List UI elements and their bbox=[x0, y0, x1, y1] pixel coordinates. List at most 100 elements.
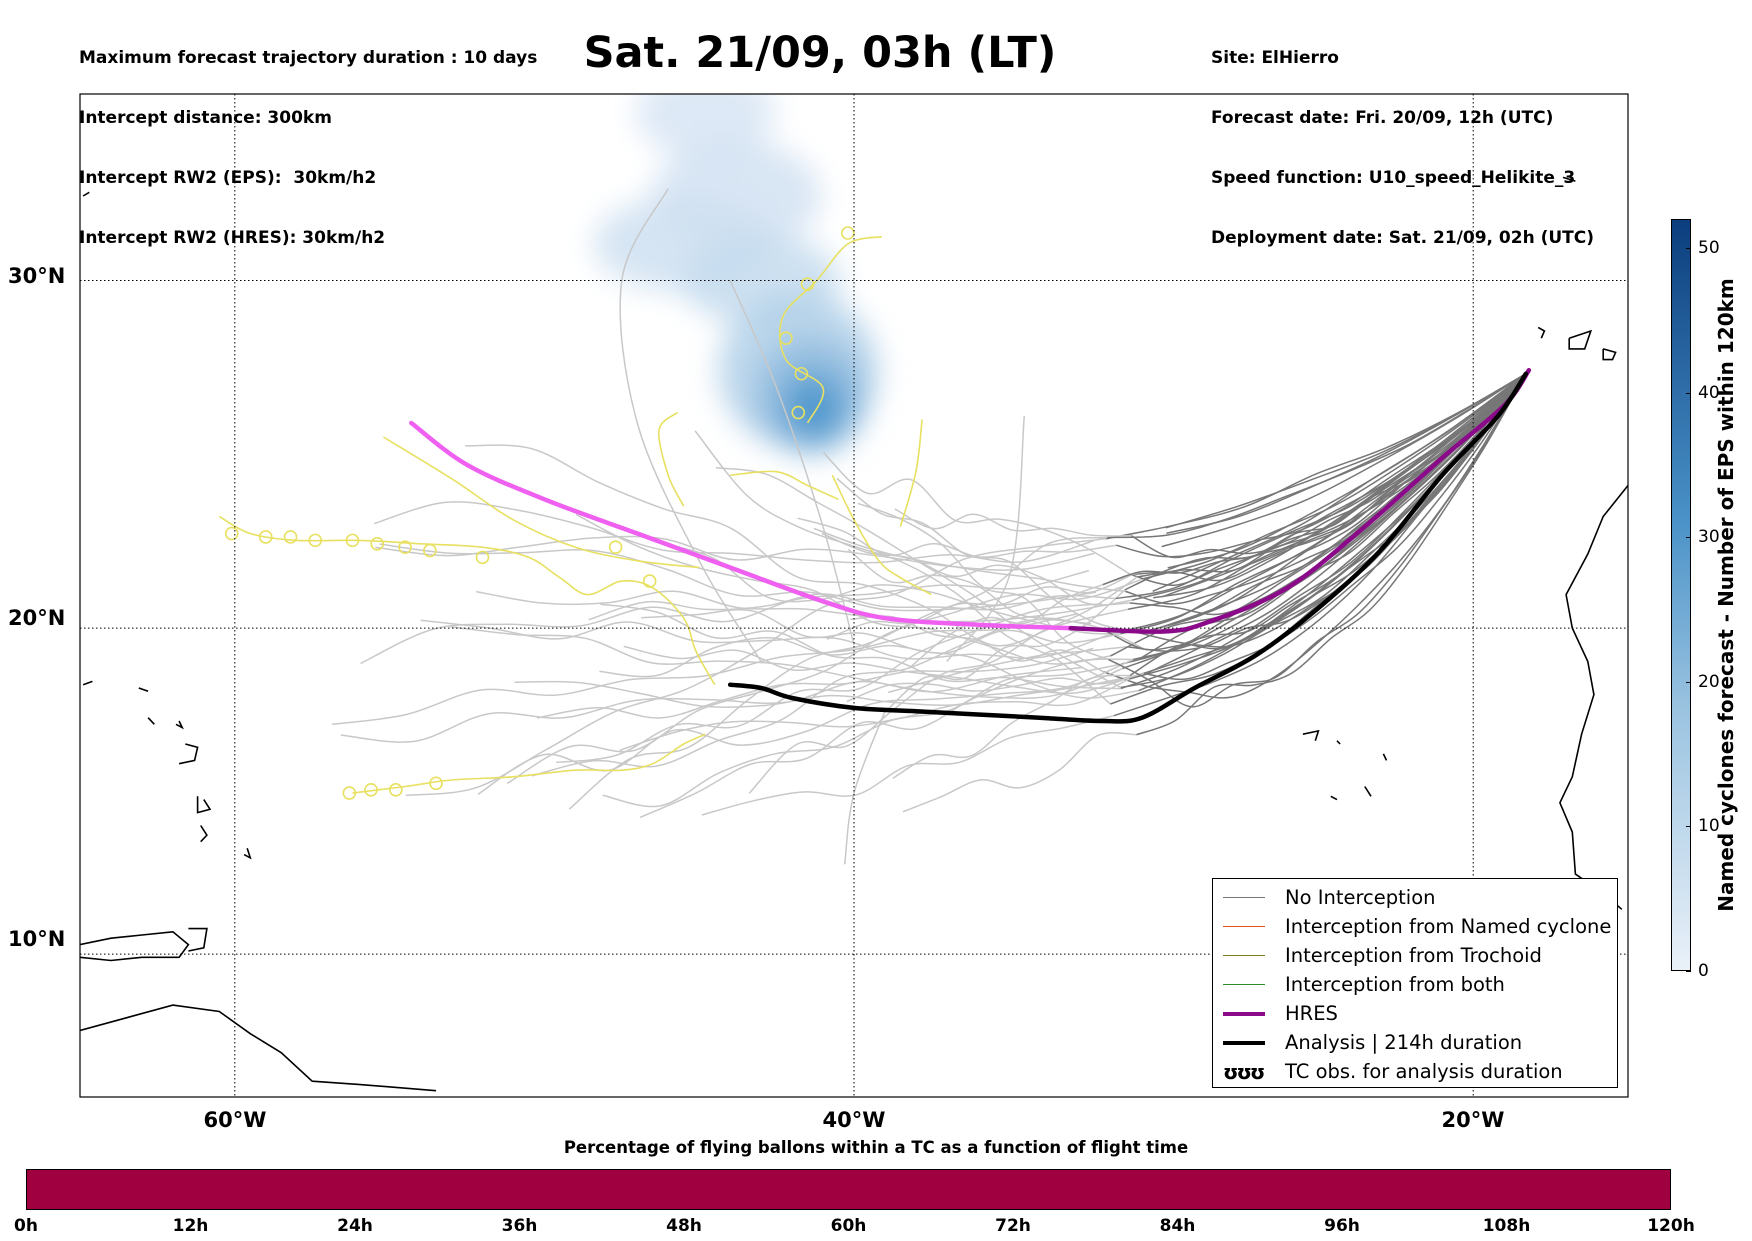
coastline bbox=[196, 796, 212, 814]
colorbar-tick-mark bbox=[1686, 392, 1691, 394]
page-title: Sat. 21/09, 03h (LT) bbox=[583, 28, 1057, 78]
eps-trajectory bbox=[536, 647, 1094, 719]
legend-item-no-interception: No Interception bbox=[1223, 883, 1617, 912]
eps-trajectory bbox=[748, 576, 1138, 794]
flight-time-bar bbox=[26, 1169, 1671, 1210]
header-right-line: Site: ElHierro bbox=[1211, 48, 1339, 68]
eps-trajectory bbox=[639, 658, 1139, 819]
eps-trajectory bbox=[821, 532, 1130, 606]
eps-trajectory bbox=[514, 672, 1147, 709]
eps-trajectory bbox=[813, 527, 1126, 593]
legend-item-named-cyclone: Interception from Named cyclone bbox=[1223, 912, 1617, 941]
eps-trajectory bbox=[450, 625, 1123, 699]
eps-trajectory bbox=[1129, 373, 1527, 677]
eps-trajectory bbox=[1143, 373, 1527, 681]
colorbar-tick-mark bbox=[1686, 681, 1691, 683]
eps-trajectory bbox=[619, 678, 1130, 752]
flight-time-tick-label: 120h bbox=[1647, 1216, 1695, 1236]
coastline bbox=[1644, 327, 1666, 349]
coastline bbox=[1568, 329, 1593, 350]
eps-trajectory bbox=[465, 444, 1129, 647]
colorbar-tick-label: 0 bbox=[1698, 961, 1709, 981]
eps-trajectory bbox=[1137, 373, 1527, 578]
coastline bbox=[1562, 176, 1576, 182]
tc-loop bbox=[794, 366, 809, 381]
lon-label-40w: 40°W bbox=[822, 1108, 886, 1132]
eps-trajectory bbox=[902, 731, 1137, 813]
tc-loop bbox=[398, 540, 412, 554]
flight-time-tick-label: 24h bbox=[337, 1216, 373, 1236]
lon-label-60w: 60°W bbox=[203, 1108, 267, 1132]
legend-item-both: Interception from both bbox=[1223, 970, 1617, 999]
tc-track bbox=[352, 733, 706, 794]
eps-trajectory bbox=[1161, 373, 1527, 548]
legend-label: Interception from Trochoid bbox=[1285, 944, 1542, 967]
header-right-info: Site: ElHierro Forecast date: Fri. 20/09… bbox=[1211, 8, 1594, 268]
map-legend: No Interception Interception from Named … bbox=[1212, 878, 1618, 1088]
eps-trajectory bbox=[1166, 373, 1527, 535]
eps-trajectory bbox=[892, 674, 1131, 779]
coastline bbox=[82, 680, 93, 686]
coastline bbox=[1302, 729, 1320, 742]
flight-time-tick-label: 36h bbox=[501, 1216, 538, 1236]
coastline bbox=[200, 825, 208, 843]
main-tracks bbox=[409, 367, 1532, 724]
coastline bbox=[1330, 795, 1338, 801]
eps-trajectory bbox=[1132, 373, 1527, 601]
legend-item-tc-obs: ʊʊʊ TC obs. for analysis duration bbox=[1223, 1057, 1617, 1086]
tc-track bbox=[899, 419, 923, 527]
eps-trajectory bbox=[575, 513, 1111, 665]
tc-loop bbox=[608, 540, 623, 554]
flight-time-bar-title: Percentage of flying ballons within a TC… bbox=[563, 1138, 1189, 1157]
legend-item-trochoid: Interception from Trochoid bbox=[1223, 941, 1617, 970]
coastline bbox=[178, 743, 199, 765]
coastlines bbox=[80, 176, 1666, 1092]
tc-loop bbox=[475, 550, 490, 565]
cyclone-density-layer bbox=[593, 94, 879, 455]
legend-line-swatch bbox=[1223, 955, 1265, 956]
eps-trajectory bbox=[822, 451, 1132, 576]
tc-loop bbox=[224, 526, 239, 541]
tc-loop bbox=[791, 405, 806, 420]
tc-track bbox=[831, 474, 932, 596]
eps-trajectory bbox=[797, 517, 1117, 558]
coastline bbox=[80, 1004, 437, 1092]
density-blob bbox=[793, 387, 834, 432]
eps-trajectory bbox=[836, 477, 1139, 634]
eps-trajectory bbox=[1143, 373, 1527, 580]
eps-trajectory bbox=[1129, 373, 1527, 616]
header-left-line: Maximum forecast trajectory duration : 1… bbox=[79, 48, 538, 68]
colorbar-tick-label: 10 bbox=[1698, 816, 1720, 837]
eps-trajectory bbox=[602, 663, 1123, 808]
analysis-track bbox=[727, 371, 1529, 724]
colorbar-tick-mark bbox=[1686, 247, 1691, 249]
coastline bbox=[1602, 348, 1617, 361]
header-right-line: Speed function: U10_speed_Helikite_3 bbox=[1211, 168, 1576, 188]
colorbar-tick-label: 30 bbox=[1698, 527, 1720, 548]
tc-track bbox=[778, 235, 883, 424]
legend-line-swatch bbox=[1223, 984, 1265, 985]
eps-trajectory bbox=[694, 430, 1111, 705]
colorbar-tick-label: 50 bbox=[1698, 237, 1720, 258]
eps-trajectory bbox=[599, 629, 1121, 678]
colorbar-tick-label: 20 bbox=[1698, 671, 1720, 692]
eps-trajectory bbox=[826, 573, 1134, 640]
header-right-line: Deployment date: Sat. 21/09, 02h (UTC) bbox=[1211, 228, 1595, 248]
eps-trajectory bbox=[1116, 373, 1527, 558]
density-colorbar bbox=[1671, 219, 1691, 971]
legend-label: Analysis | 214h duration bbox=[1285, 1031, 1523, 1054]
coastline bbox=[188, 927, 208, 952]
eps-trajectory bbox=[360, 569, 1090, 665]
header-left-line: Intercept RW2 (HRES): 30km/h2 bbox=[79, 228, 386, 248]
eps-trajectory bbox=[1102, 373, 1527, 586]
header-left-line: Intercept distance: 300km bbox=[79, 108, 332, 128]
lat-label-20n: 20°N bbox=[8, 606, 66, 630]
coastline bbox=[1559, 485, 1628, 910]
eps-trajectory bbox=[331, 612, 1079, 726]
flight-time-tick-label: 96h bbox=[1324, 1216, 1360, 1236]
colorbar-tick-mark bbox=[1686, 971, 1691, 972]
tc-loop bbox=[779, 331, 793, 345]
eps-trajectory bbox=[729, 280, 855, 645]
flight-time-tick-label: 84h bbox=[1159, 1216, 1196, 1236]
